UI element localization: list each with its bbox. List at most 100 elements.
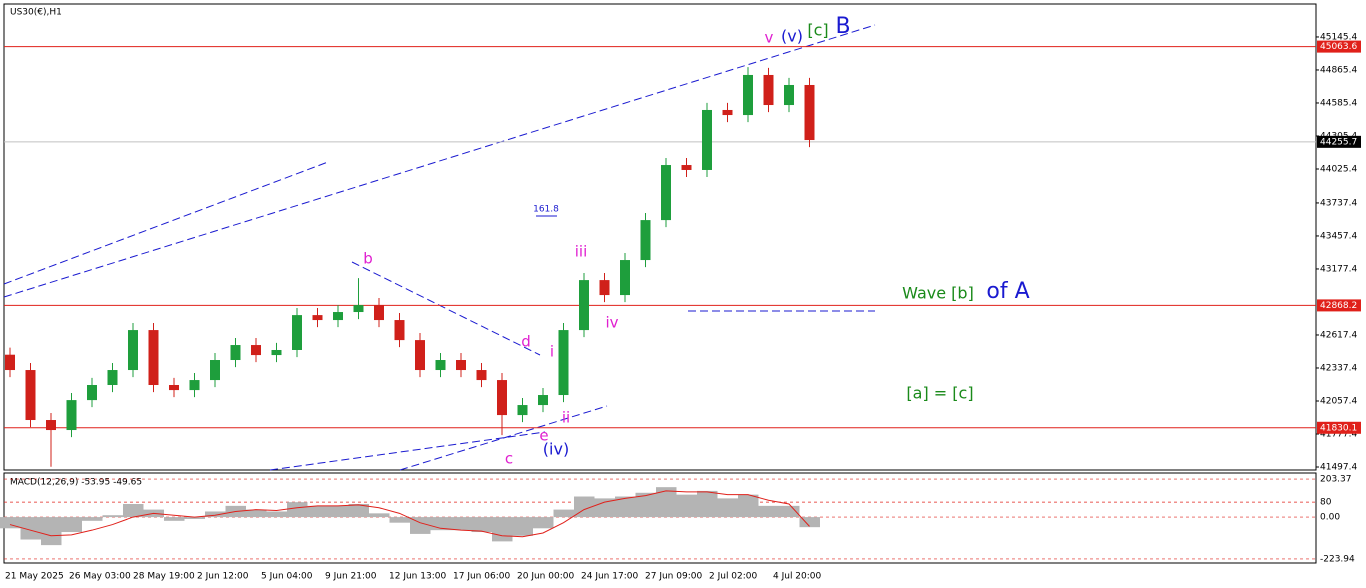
x-tick-label: 2 Jun 12:00 [197, 572, 249, 582]
y-tick-label: 41497.4 [1320, 463, 1357, 473]
candle-body [5, 354, 15, 371]
candle-body [230, 345, 241, 361]
wave-label: B [835, 14, 850, 39]
candle-body [579, 280, 589, 331]
candle-body [46, 420, 56, 431]
macd-bar [676, 494, 697, 518]
candle-body [743, 74, 753, 116]
candle-body [128, 330, 138, 371]
macd-bar [0, 517, 21, 529]
candle-body [722, 109, 733, 116]
candle-body [148, 330, 159, 386]
wave-label: 161.8 [533, 205, 559, 215]
y-tick-label: 41777.4 [1320, 429, 1357, 439]
level-box [1317, 421, 1361, 434]
x-tick-label: 2 Jul 02:00 [709, 572, 758, 582]
candle-body [251, 345, 261, 356]
level-label: 42868.2 [1320, 301, 1357, 311]
wave-label: [c] [807, 21, 828, 40]
wave-label: b [363, 250, 373, 268]
macd-bar [61, 517, 82, 533]
macd-bar [492, 517, 513, 542]
macd-bar [184, 517, 205, 519]
candle-body [353, 305, 364, 313]
macd-bar [123, 503, 144, 518]
wave-label: d [521, 333, 531, 351]
candle-body [435, 360, 446, 371]
y-tick-label: 45145.4 [1320, 32, 1357, 42]
candle-body [312, 315, 323, 321]
signal-line [9, 490, 810, 538]
candle-body [497, 380, 507, 416]
macd-bar [758, 505, 779, 518]
x-tick-label: 4 Jul 20:00 [773, 572, 822, 582]
macd-bar [594, 498, 615, 518]
main-frame [3, 3, 1317, 471]
y-tick-label: 43177.4 [1320, 264, 1357, 274]
y-tick-label: 42337.4 [1320, 363, 1357, 373]
candle-body [66, 400, 77, 431]
y-tick-label: 44025.4 [1320, 164, 1357, 174]
wave-label: [a] = [c] [906, 384, 973, 403]
candle-body [271, 349, 282, 356]
macd-title: MACD(12,26,9) -53.95 -49.65 [10, 478, 142, 488]
wave-label: v [765, 29, 774, 47]
macd-bar [205, 511, 226, 518]
candle-body [763, 74, 774, 106]
trend-line [3, 161, 329, 285]
macd-bar [164, 517, 185, 521]
x-tick-label: 21 May 2025 [5, 572, 64, 582]
macd-bar [799, 517, 820, 528]
candle-body [558, 330, 569, 396]
wave-label: (v) [781, 27, 803, 46]
candle-body [784, 84, 794, 106]
macd-bar [348, 503, 369, 518]
wave-label: of A [986, 279, 1029, 304]
candle-body [292, 315, 302, 350]
trend-lines [3, 24, 876, 471]
y-tick-label: 80 [1320, 498, 1332, 508]
candle-body [189, 380, 200, 391]
y-tick-label: 203.37 [1320, 475, 1352, 485]
x-tick-label: 5 Jun 04:00 [261, 572, 313, 582]
macd-bar [533, 517, 554, 529]
x-tick-label: 20 Jun 00:00 [517, 572, 574, 582]
macd-bar [635, 492, 656, 518]
macd-bar [369, 513, 390, 518]
candle-body [456, 360, 466, 371]
wave-label: i [550, 343, 554, 361]
candle-body [620, 260, 630, 296]
macd-bar [287, 502, 308, 518]
macd-bar [471, 517, 492, 533]
candle-body [599, 280, 610, 296]
macd-bar [717, 498, 738, 518]
macd-bar [410, 517, 431, 534]
level-box [1317, 40, 1361, 53]
x-tick-label: 26 May 03:00 [69, 572, 131, 582]
trend-line [3, 24, 876, 298]
wave-label: e [539, 427, 548, 445]
macd-bar [615, 496, 636, 518]
candle-body [333, 312, 343, 321]
candle-body [374, 305, 384, 321]
macd-bar [389, 517, 410, 523]
candle-body [87, 385, 97, 401]
price-label: 44255.7 [1320, 137, 1357, 147]
y-tick-label: 44585.4 [1320, 98, 1357, 108]
macd-bar [266, 511, 287, 518]
y-tick-label: 42057.4 [1320, 396, 1357, 406]
y-tick-label: 0.00 [1320, 513, 1340, 523]
y-tick-label: 43737.4 [1320, 198, 1357, 208]
wave-label: iii [575, 243, 588, 261]
x-tick-label: 24 Jun 17:00 [581, 572, 638, 582]
x-tick-label: 12 Jun 13:00 [389, 572, 446, 582]
candle-body [681, 165, 692, 170]
y-tick-label: 43457.4 [1320, 231, 1357, 241]
price-box [1317, 135, 1361, 148]
macd-bar [512, 517, 533, 536]
candle-body [804, 84, 815, 141]
y-tick-label: 44865.4 [1320, 65, 1357, 75]
macd-bar [656, 487, 677, 518]
x-tick-label: 9 Jun 21:00 [325, 572, 377, 582]
